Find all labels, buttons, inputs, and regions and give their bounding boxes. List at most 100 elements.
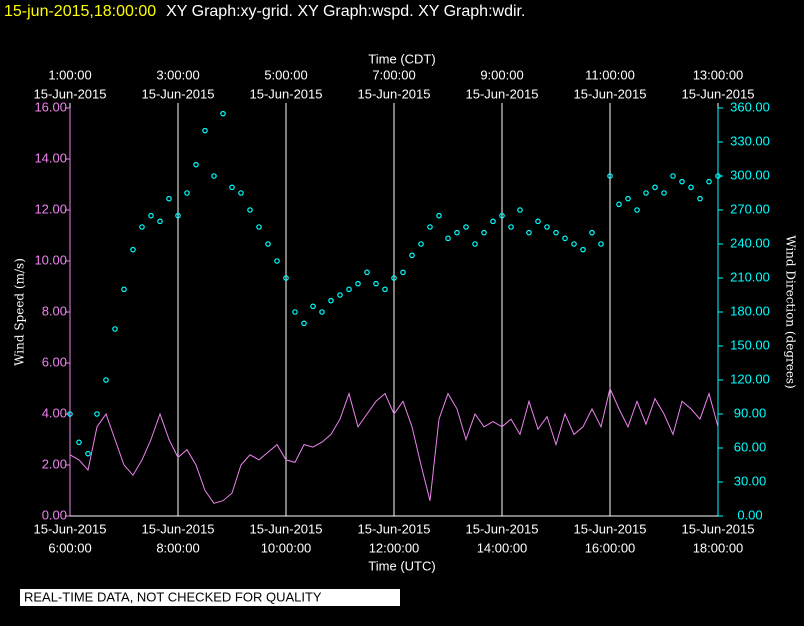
x-tick-label: 18:00:00 bbox=[693, 540, 744, 555]
x-tick-label: 15-Jun-2015 bbox=[466, 521, 539, 536]
x-tick-label: 15-Jun-2015 bbox=[34, 521, 107, 536]
x2-tick-label: 15-Jun-2015 bbox=[358, 86, 431, 101]
x2-tick-label: 15-Jun-2015 bbox=[466, 86, 539, 101]
marker bbox=[553, 229, 559, 236]
x-tick-label: 15-Jun-2015 bbox=[142, 521, 215, 536]
marker bbox=[355, 280, 361, 287]
marker bbox=[112, 326, 118, 332]
y2-tick-label: 30.00 bbox=[734, 473, 767, 488]
x2-tick-label: 13:00:00 bbox=[693, 67, 744, 82]
y-tick-label: 10.00 bbox=[34, 252, 67, 267]
x2-tick-label: 9:00:00 bbox=[480, 67, 523, 82]
line bbox=[69, 386, 719, 504]
y2-tick-label: 60.00 bbox=[734, 439, 767, 454]
marker bbox=[328, 297, 334, 304]
marker bbox=[274, 258, 280, 264]
x-tick-label: 14:00:00 bbox=[477, 540, 528, 555]
x-tick-label: 16:00:00 bbox=[585, 540, 636, 555]
marker bbox=[616, 201, 622, 208]
marker bbox=[418, 241, 424, 247]
marker bbox=[436, 212, 442, 219]
marker bbox=[526, 229, 532, 236]
y-tick-label: 4.00 bbox=[42, 405, 67, 420]
y-tick-label: 0.00 bbox=[42, 507, 67, 522]
marker bbox=[319, 309, 325, 315]
x-tick-label: 6:00:00 bbox=[48, 540, 91, 555]
marker bbox=[706, 178, 712, 185]
x2-tick-label: 15-Jun-2015 bbox=[574, 86, 647, 101]
marker bbox=[202, 127, 208, 134]
marker bbox=[580, 246, 586, 253]
marker bbox=[463, 224, 469, 230]
marker bbox=[76, 439, 82, 446]
marker bbox=[265, 241, 271, 247]
marker bbox=[229, 184, 235, 191]
y2-tick-label: 0.00 bbox=[737, 507, 762, 522]
marker bbox=[94, 411, 100, 417]
x2-tick-label: 15-Jun-2015 bbox=[34, 86, 107, 101]
marker bbox=[634, 207, 640, 213]
marker bbox=[643, 190, 649, 196]
y-tick-label: 2.00 bbox=[42, 456, 67, 471]
marker bbox=[652, 184, 658, 191]
y2-tick-label: 330.00 bbox=[730, 133, 770, 148]
y-axis-label: Wind Speed (m/s) bbox=[13, 258, 27, 366]
marker bbox=[337, 292, 343, 298]
marker bbox=[697, 195, 703, 202]
marker bbox=[184, 190, 190, 196]
x2-tick-label: 1:00:00 bbox=[48, 67, 91, 82]
x-tick-label: 15-Jun-2015 bbox=[358, 521, 431, 536]
x-tick-label: 15-Jun-2015 bbox=[574, 521, 647, 536]
y2-tick-label: 180.00 bbox=[730, 303, 770, 318]
marker bbox=[517, 207, 523, 213]
marker bbox=[454, 229, 460, 236]
marker bbox=[166, 195, 172, 202]
marker bbox=[139, 224, 145, 230]
x2-tick-label: 7:00:00 bbox=[372, 67, 415, 82]
marker bbox=[688, 184, 694, 191]
x-tick-label: 12:00:00 bbox=[369, 540, 420, 555]
marker bbox=[238, 190, 244, 196]
marker bbox=[121, 286, 127, 293]
y2-tick-label: 120.00 bbox=[730, 371, 770, 386]
y-tick-label: 14.00 bbox=[34, 150, 67, 165]
marker bbox=[661, 190, 667, 196]
marker bbox=[625, 195, 631, 202]
marker bbox=[598, 241, 604, 247]
marker bbox=[670, 173, 676, 179]
marker bbox=[220, 110, 226, 117]
x-tick-label: 10:00:00 bbox=[261, 540, 312, 555]
marker bbox=[409, 252, 415, 259]
marker bbox=[427, 224, 433, 230]
y-tick-label: 12.00 bbox=[34, 201, 67, 216]
marker bbox=[247, 207, 253, 213]
marker bbox=[445, 235, 451, 242]
marker bbox=[211, 173, 217, 179]
x2-tick-label: 15-Jun-2015 bbox=[250, 86, 323, 101]
marker bbox=[400, 269, 406, 276]
chart-title: XY Graph:xy-grid. XY Graph:wspd. XY Grap… bbox=[166, 3, 525, 20]
y2-tick-label: 150.00 bbox=[730, 337, 770, 352]
marker bbox=[472, 241, 478, 247]
x-tick-label: 8:00:00 bbox=[156, 540, 199, 555]
marker bbox=[391, 275, 397, 281]
x-tick-label: 15-Jun-2015 bbox=[250, 521, 323, 536]
marker bbox=[292, 309, 298, 315]
y-tick-label: 8.00 bbox=[42, 303, 67, 318]
x2-tick-label: 15-Jun-2015 bbox=[142, 86, 215, 101]
y2-tick-label: 240.00 bbox=[730, 235, 770, 250]
marker bbox=[283, 275, 289, 281]
note: REAL-TIME DATA, NOT CHECKED FOR QUALITY bbox=[24, 589, 322, 604]
marker bbox=[535, 218, 541, 225]
marker bbox=[193, 161, 199, 168]
marker bbox=[508, 224, 514, 230]
marker bbox=[301, 320, 307, 327]
y2-tick-label: 90.00 bbox=[734, 405, 767, 420]
marker bbox=[679, 178, 685, 185]
marker bbox=[130, 246, 136, 253]
marker bbox=[490, 218, 496, 225]
marker bbox=[175, 212, 181, 219]
marker bbox=[481, 229, 487, 236]
y2-tick-label: 300.00 bbox=[730, 167, 770, 182]
marker bbox=[571, 241, 577, 247]
